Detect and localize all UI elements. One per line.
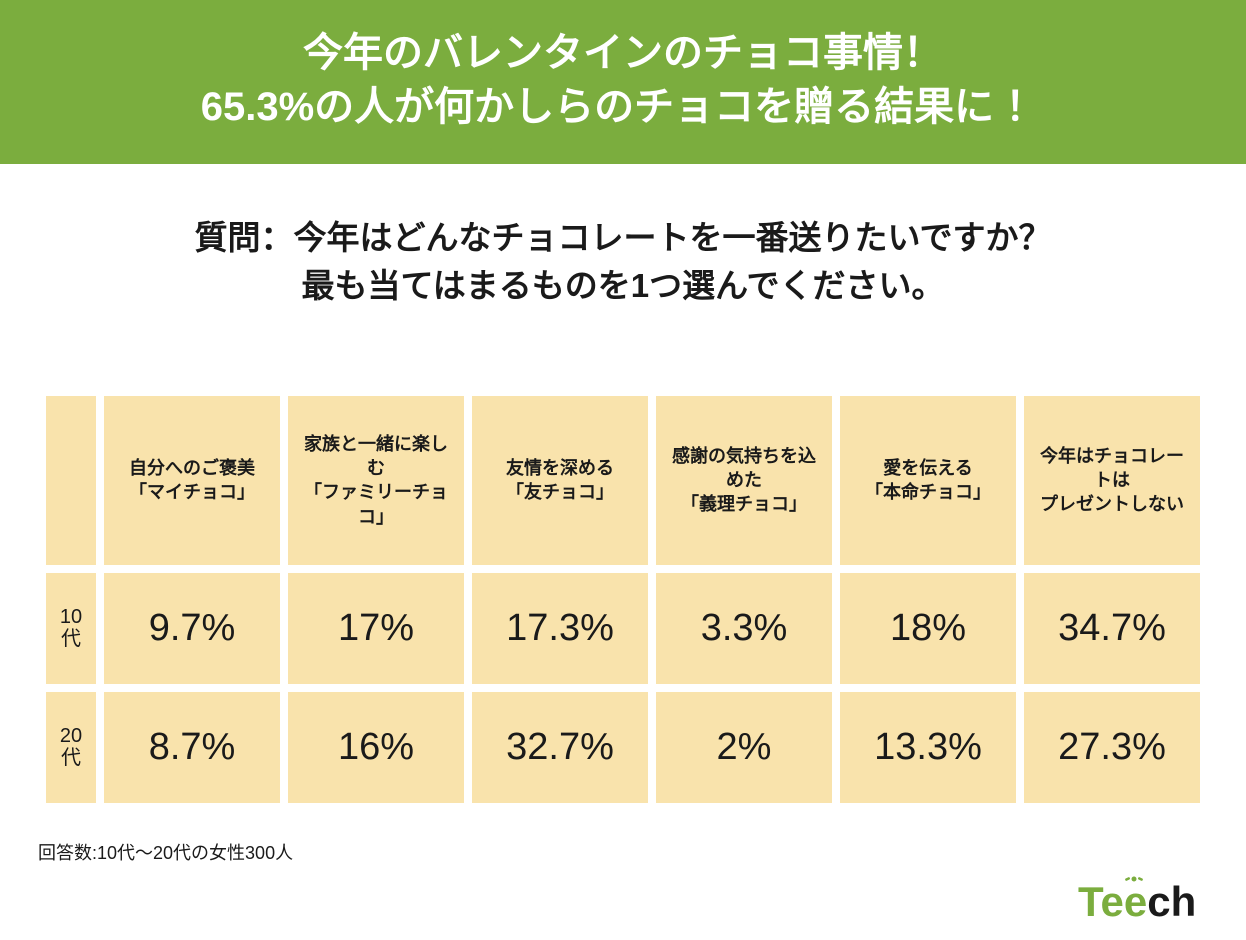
cell: 8.7%: [104, 692, 280, 803]
cell: 13.3%: [840, 692, 1016, 803]
cell: 32.7%: [472, 692, 648, 803]
question-line2: 最も当てはまるものを1つ選んでください。: [20, 262, 1226, 310]
table-corner: [46, 396, 96, 565]
row-head-0: 10代: [46, 573, 96, 684]
col-head-1: 家族と一緒に楽しむ 「ファミリーチョコ」: [288, 396, 464, 565]
col-head-2: 友情を深める 「友チョコ」: [472, 396, 648, 565]
cell: 16%: [288, 692, 464, 803]
row-head-1: 20代: [46, 692, 96, 803]
cell: 2%: [656, 692, 832, 803]
cell: 27.3%: [1024, 692, 1200, 803]
header-title-line2: 65.3%の人が何かしらのチョコを贈る結果に ！: [20, 80, 1226, 134]
question-line1: 質問：今年はどんなチョコレートを一番送りたいですか？: [20, 214, 1226, 262]
question-block: 質問：今年はどんなチョコレートを一番送りたいですか？ 最も当てはまるものを1つ選…: [0, 164, 1246, 320]
cell: 3.3%: [656, 573, 832, 684]
data-table: 自分へのご褒美 「マイチョコ」 家族と一緒に楽しむ 「ファミリーチョコ」 友情を…: [38, 388, 1208, 811]
cell: 9.7%: [104, 573, 280, 684]
header-title-line1: 今年のバレンタインのチョコ事情！: [20, 26, 1226, 80]
data-table-wrap: 自分へのご褒美 「マイチョコ」 家族と一緒に楽しむ 「ファミリーチョコ」 友情を…: [0, 320, 1246, 811]
footnote: 回答数:10代〜20代の女性300人: [0, 811, 1246, 865]
table-row: 20代 8.7% 16% 32.7% 2% 13.3% 27.3%: [46, 692, 1200, 803]
table-row: 10代 9.7% 17% 17.3% 3.3% 18% 34.7%: [46, 573, 1200, 684]
col-head-4: 愛を伝える 「本命チョコ」: [840, 396, 1016, 565]
cell: 17%: [288, 573, 464, 684]
cell: 34.7%: [1024, 573, 1200, 684]
header-banner: 今年のバレンタインのチョコ事情！ 65.3%の人が何かしらのチョコを贈る結果に …: [0, 0, 1246, 164]
cell: 18%: [840, 573, 1016, 684]
teech-logo: Teech: [1078, 876, 1228, 928]
col-head-0: 自分へのご褒美 「マイチョコ」: [104, 396, 280, 565]
svg-text:Teech: Teech: [1078, 878, 1196, 925]
col-head-5: 今年はチョコレートは プレゼントしない: [1024, 396, 1200, 565]
col-head-3: 感謝の気持ちを込めた 「義理チョコ」: [656, 396, 832, 565]
cell: 17.3%: [472, 573, 648, 684]
